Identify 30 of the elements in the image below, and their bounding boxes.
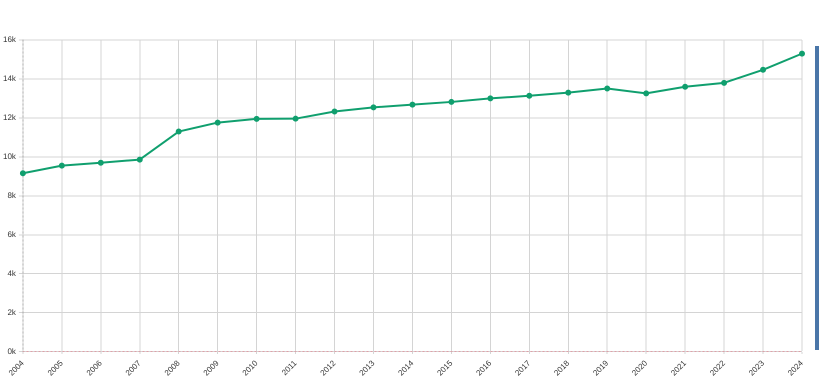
y-tick-label: 16k <box>2 35 17 44</box>
point <box>526 92 532 99</box>
point <box>643 90 650 96</box>
point <box>292 116 299 122</box>
point <box>58 162 65 169</box>
y-tick-label: 0k <box>7 346 17 356</box>
point <box>176 128 182 135</box>
y-tick-label: 10k <box>2 152 17 162</box>
point <box>20 170 26 176</box>
y-tick-label: 2k <box>7 308 17 317</box>
point <box>98 160 104 166</box>
point <box>799 50 805 57</box>
point <box>370 104 376 110</box>
y-tick-label: 6k <box>7 230 17 239</box>
point <box>604 85 610 92</box>
point <box>214 120 221 126</box>
point <box>721 80 728 86</box>
point <box>487 95 494 102</box>
point <box>565 90 572 96</box>
y-tick-label: 12k <box>2 113 17 122</box>
point <box>332 108 338 114</box>
y-tick-label: 4k <box>7 268 17 278</box>
point <box>136 156 143 163</box>
point <box>760 66 766 73</box>
point <box>682 84 688 90</box>
y-tick-label: 14k <box>2 74 17 84</box>
y-tick-label: 8k <box>7 191 17 200</box>
point <box>409 102 416 108</box>
point <box>448 98 454 105</box>
point <box>254 116 260 122</box>
